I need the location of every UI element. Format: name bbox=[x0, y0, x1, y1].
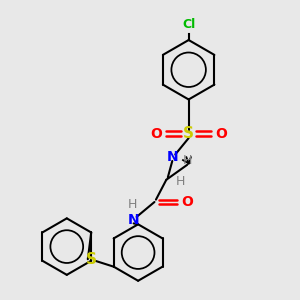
Text: H: H bbox=[128, 198, 137, 211]
Text: O: O bbox=[215, 127, 227, 141]
Text: O: O bbox=[181, 195, 193, 209]
Text: S: S bbox=[183, 126, 194, 141]
Text: S: S bbox=[86, 252, 97, 267]
Text: N: N bbox=[128, 213, 140, 227]
Text: Cl: Cl bbox=[182, 18, 195, 31]
Text: O: O bbox=[150, 127, 162, 141]
Text: N: N bbox=[167, 150, 178, 164]
Text: H: H bbox=[183, 154, 192, 167]
Text: H: H bbox=[175, 175, 184, 188]
